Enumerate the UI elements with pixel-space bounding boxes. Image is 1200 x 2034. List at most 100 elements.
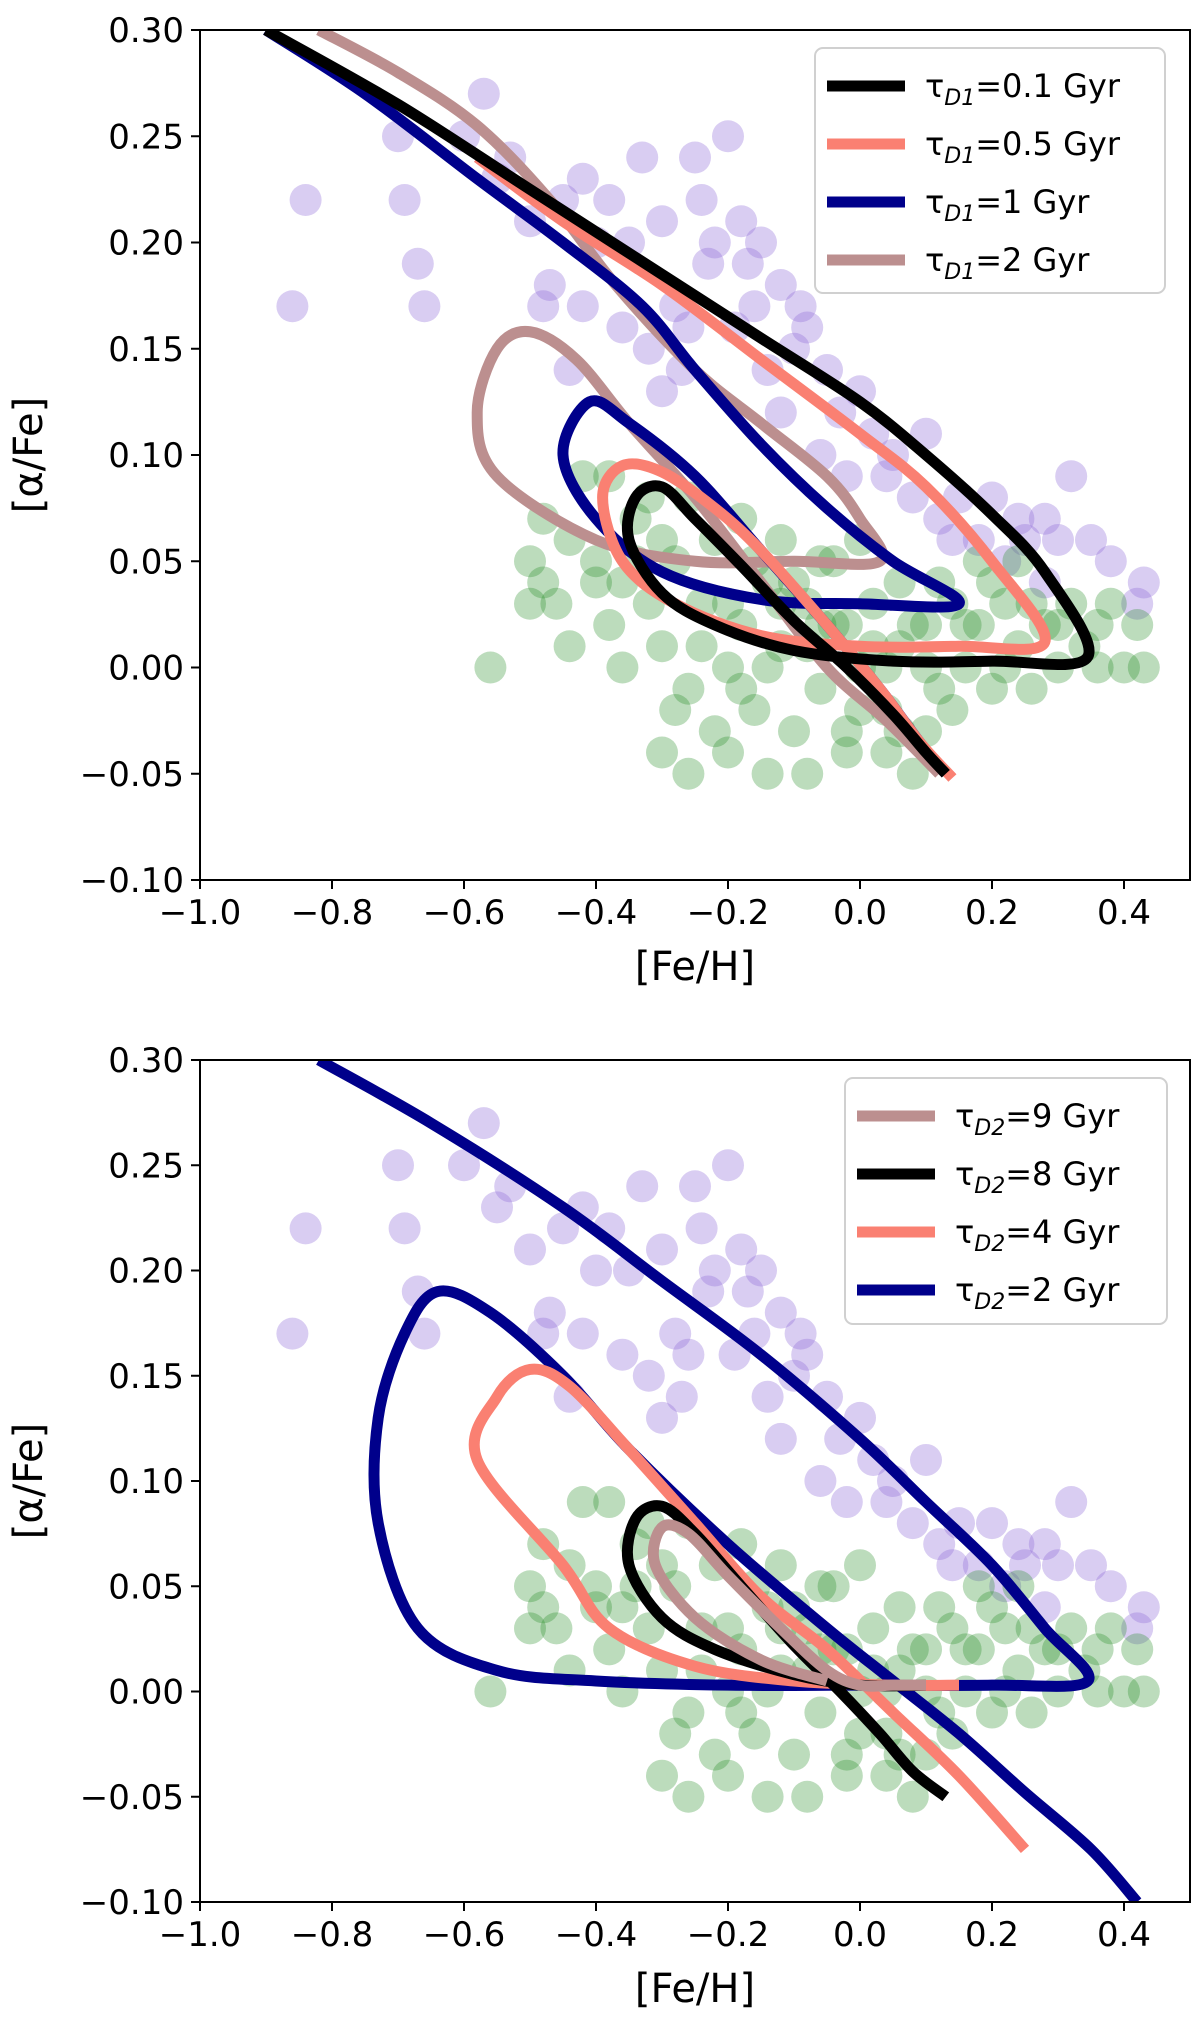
legend-label: τD2=2 Gyr: [955, 1271, 1120, 1315]
scatter-point-purple: [533, 269, 566, 301]
y-tick-label: 0.30: [108, 11, 184, 51]
scatter-point-purple: [276, 290, 309, 323]
series-line: [263, 30, 1095, 778]
scatter-point-purple: [1009, 1549, 1041, 1582]
scatter-point-green: [553, 630, 586, 663]
scatter-point-purple: [408, 290, 441, 323]
scatter-point-green: [685, 630, 718, 663]
scatter-point-green: [896, 609, 929, 641]
scatter-point-green: [830, 1738, 863, 1771]
y-tick-label: 0.05: [108, 1567, 184, 1607]
scatter-point-purple: [388, 184, 421, 216]
scatter-point-purple: [712, 120, 744, 153]
y-tick-label: −0.05: [80, 755, 184, 795]
scatter-point-green: [976, 1591, 1008, 1624]
scatter-point-purple: [514, 1233, 546, 1266]
scatter-point-purple: [646, 205, 678, 238]
scatter-point-purple: [1042, 1549, 1074, 1582]
scatter-point-purple: [566, 290, 599, 323]
y-tick-label: −0.10: [80, 861, 184, 901]
scatter-point-purple: [408, 1317, 441, 1350]
scatter-point-green: [593, 1633, 626, 1666]
scatter-point-green: [910, 609, 942, 641]
scatter-point-green: [976, 672, 1008, 705]
y-tick-label: 0.00: [108, 649, 184, 689]
scatter-point-purple: [764, 1422, 797, 1455]
scatter-point-green: [646, 736, 678, 769]
scatter-point-purple: [764, 396, 797, 429]
x-axis-label: [Fe/H]: [635, 1966, 755, 2012]
series-line: [316, 1060, 1142, 1902]
scatter-point-purple: [679, 1170, 711, 1203]
scatter-point-green: [896, 1780, 929, 1813]
scatter-point-green: [844, 1549, 876, 1582]
x-tick-label: −0.8: [291, 893, 374, 933]
scatter-point-purple: [751, 1380, 784, 1413]
scatter-point-purple: [1075, 1549, 1107, 1582]
y-tick-label: 0.10: [108, 1462, 184, 1502]
y-tick-label: 0.15: [108, 1357, 184, 1397]
series-line: [468, 1363, 1030, 1854]
scatter-point-purple: [1028, 502, 1061, 535]
scatter-point-green: [646, 524, 678, 556]
scatter-point-green: [778, 1738, 810, 1771]
x-tick-label: 0.4: [1097, 1915, 1151, 1955]
scatter-point-purple: [731, 1275, 764, 1308]
scatter-point-green: [896, 757, 929, 790]
scatter-point-purple: [593, 184, 626, 216]
y-tick-label: 0.15: [108, 330, 184, 370]
scatter-point-purple: [725, 1233, 758, 1266]
scatter-point-green: [778, 715, 810, 748]
scatter-point-purple: [1121, 587, 1154, 620]
scatter-point-green: [712, 1759, 744, 1792]
scatter-point-purple: [764, 1296, 797, 1329]
legend-label: τD2=9 Gyr: [955, 1097, 1120, 1141]
y-tick-label: 0.25: [108, 117, 184, 157]
scatter-point-green: [527, 566, 560, 599]
scatter-point-purple: [289, 184, 322, 216]
scatter-point-green: [1108, 1675, 1140, 1708]
scatter-point-purple: [626, 1170, 659, 1203]
scatter-point-green: [962, 1633, 995, 1666]
scatter-point-green: [870, 1759, 903, 1792]
scatter-point-purple: [481, 1191, 513, 1224]
scatter-point-green: [580, 566, 612, 599]
scatter-point-green: [725, 1696, 758, 1729]
x-tick-label: 0.2: [965, 893, 1019, 933]
scatter-point-purple: [731, 247, 764, 280]
scatter-point-green: [514, 1612, 546, 1645]
x-tick-label: 0.4: [1097, 893, 1151, 933]
scatter-point-purple: [791, 311, 824, 344]
scatter-point-green: [698, 715, 731, 748]
scatter-point-green: [1108, 651, 1140, 684]
legend-label: τD1=0.5 Gyr: [925, 125, 1121, 169]
x-axis-label: [Fe/H]: [635, 944, 755, 990]
scatter-point-purple: [527, 1317, 560, 1350]
panel-bottom: −1.0 −0.8 −0.6 −0.4 −0.2 0.0 0.2 0.4 −0.10 −0.05 0…: [6, 1041, 1191, 2012]
scatter-point-purple: [936, 524, 969, 556]
scatter-point-purple: [725, 205, 758, 238]
scatter-point-purple: [580, 1254, 612, 1287]
y-axis-label: [α/Fe]: [6, 1423, 52, 1539]
scatter-point-green: [1094, 587, 1127, 620]
scatter-point-purple: [401, 247, 434, 280]
scatter-point-green: [910, 1633, 942, 1666]
scatter-point-green: [593, 609, 626, 641]
scatter-point-purple: [1127, 1591, 1160, 1624]
scatter-point-green: [606, 1591, 639, 1624]
scatter-point-green: [857, 1612, 890, 1645]
scatter-point-green: [910, 651, 942, 684]
scatter-point-green: [830, 1759, 863, 1792]
legend: τD1=0.1 Gyr τD1=0.5 Gyr τD1=1 Gyr τD1=2 Gyr: [814, 47, 1166, 294]
scatter-point-purple: [692, 1275, 725, 1308]
y-tick-label: −0.10: [80, 1883, 184, 1923]
scatter-point-green: [989, 1612, 1022, 1645]
scatter-point-green: [672, 672, 705, 705]
scatter-point-green: [738, 694, 771, 726]
legend-label: τD1=1 Gyr: [925, 183, 1090, 227]
scatter-point-purple: [1121, 1612, 1154, 1645]
scatter-point-green: [751, 651, 784, 684]
scatter-point-green: [804, 1696, 837, 1729]
scatter-point-green: [1055, 1612, 1088, 1645]
